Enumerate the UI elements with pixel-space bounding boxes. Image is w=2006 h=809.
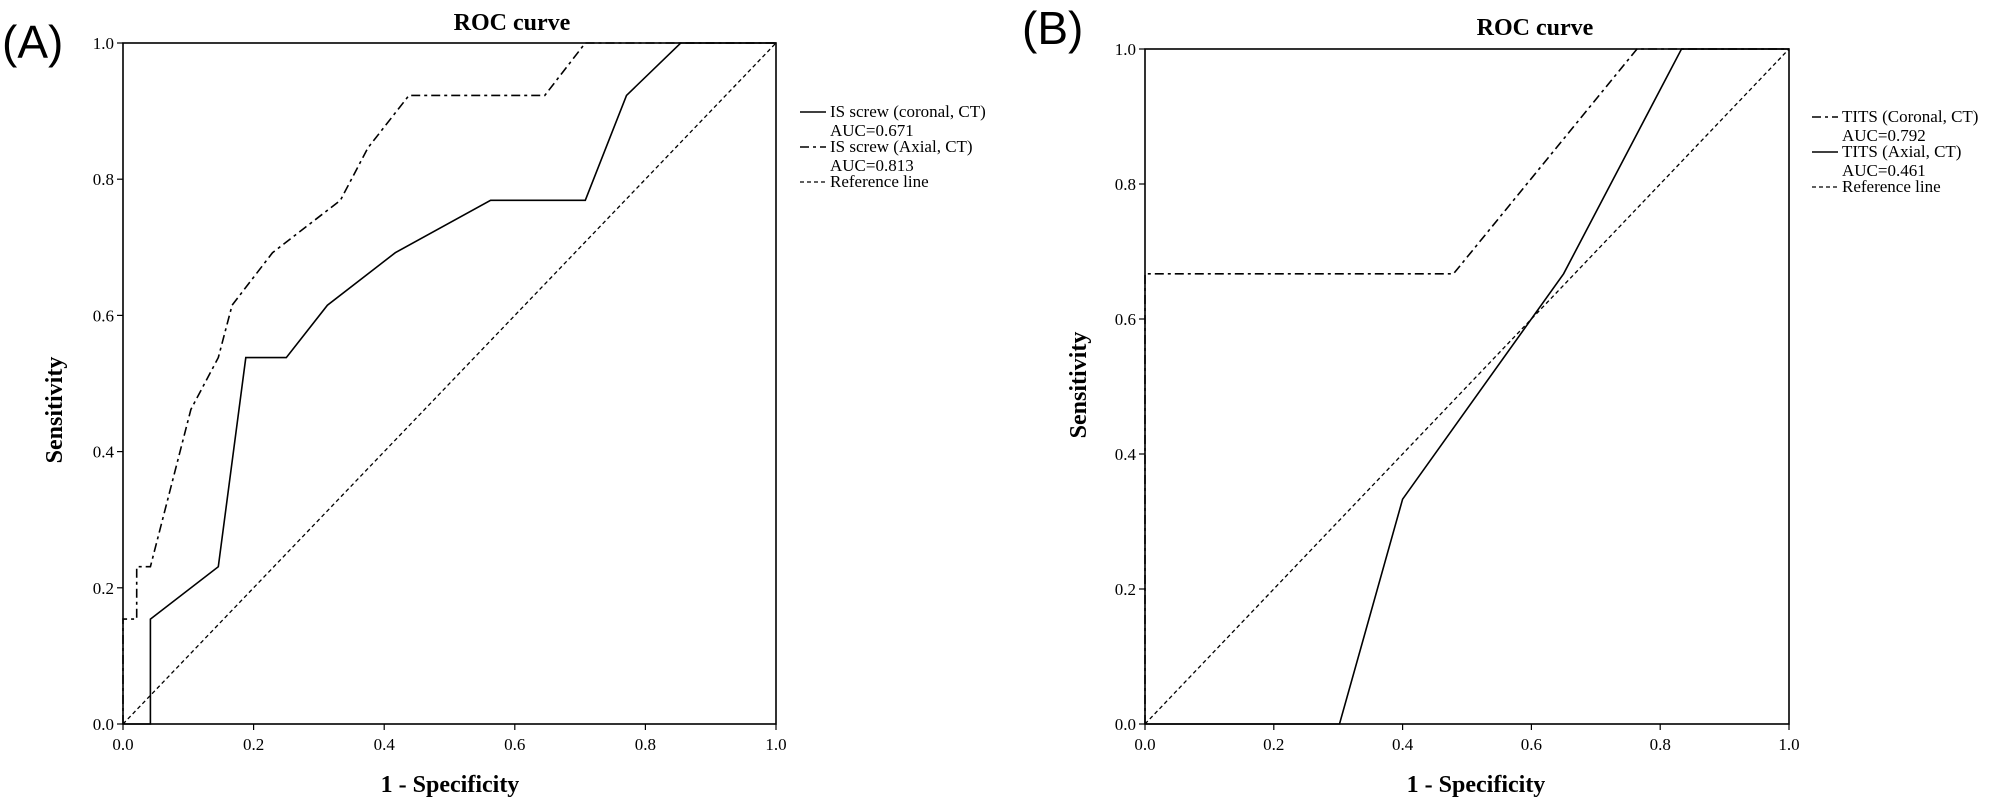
panel-b-y-tick-label: 0.6 xyxy=(1115,310,1136,329)
panel-a-legend-label: IS screw (Axial, CT) xyxy=(830,137,973,156)
panel-a-x-tick-label: 0.4 xyxy=(374,735,396,754)
panel-a-title: ROC curve xyxy=(454,10,571,36)
panel-a-x-tick-label: 0.8 xyxy=(635,735,656,754)
panel-b-y-tick-label: 1.0 xyxy=(1115,40,1136,59)
panel-a-y-ticks: 0.0 0.2 0.4 0.6 0.8 1.0 xyxy=(93,34,123,734)
panel-b-series-line xyxy=(1145,48,1789,725)
panel-b-label: (B) xyxy=(1022,2,1083,54)
panel-a-legend-label: Reference line xyxy=(830,172,929,191)
panel-b-x-tick-label: 0.2 xyxy=(1263,735,1284,754)
panel-a-y-tick-label: 0.6 xyxy=(93,306,114,325)
panel-a-y-tick-label: 0.8 xyxy=(93,170,114,189)
panel-a-legend-label: IS screw (coronal, CT) xyxy=(830,102,986,121)
panel-b-series xyxy=(1144,48,1790,725)
panel-b-plot-frame xyxy=(1144,48,1790,725)
panel-a-x-tick-label: 1.0 xyxy=(765,735,786,754)
panel-b-legend-label: TITS (Axial, CT) xyxy=(1842,142,1961,161)
panel-a-y-tick-label: 1.0 xyxy=(93,34,114,53)
panel-a-y-axis-title: Sensitivity xyxy=(42,357,68,464)
panel-a-series-line xyxy=(123,42,776,725)
panel-a-x-axis-title: 1 - Specificity xyxy=(381,772,520,798)
panel-b-y-tick-label: 0.2 xyxy=(1115,580,1136,599)
panel-a: (A) ROC curve 1 - Specificity Sensitivit… xyxy=(2,10,986,798)
panel-b-legend-label: Reference line xyxy=(1842,177,1941,196)
panel-a-y-tick-label: 0.0 xyxy=(93,715,114,734)
panel-b-legend-auc: AUC=0.792 xyxy=(1842,126,1926,145)
panel-b-y-axis-title: Sensitivity xyxy=(1066,332,1092,439)
panel-a-x-ticks: 0.0 0.2 0.4 0.6 0.8 1.0 xyxy=(112,724,787,754)
panel-b-x-tick-label: 0.4 xyxy=(1392,735,1414,754)
panel-a-series-line xyxy=(122,42,776,724)
panel-a-y-tick-label: 0.2 xyxy=(93,579,114,598)
panel-a-label: (A) xyxy=(2,16,63,68)
panel-b-x-tick-label: 0.8 xyxy=(1650,735,1671,754)
panel-b-y-tick-label: 0.4 xyxy=(1115,445,1137,464)
panel-b: (B) ROC curve 1 - Specificity Sensitivit… xyxy=(1022,2,1978,798)
panel-a-plot-frame xyxy=(122,42,777,725)
panel-b-y-ticks: 0.0 0.2 0.4 0.6 0.8 1.0 xyxy=(1115,40,1145,734)
panel-a-x-tick-label: 0.0 xyxy=(112,735,133,754)
panel-b-y-tick-label: 0.8 xyxy=(1115,175,1136,194)
panel-a-x-tick-label: 0.2 xyxy=(243,735,264,754)
panel-a-series xyxy=(122,42,777,725)
panel-b-series-line xyxy=(1144,48,1789,724)
panel-b-legend-label: TITS (Coronal, CT) xyxy=(1842,107,1978,126)
panel-b-x-tick-label: 0.6 xyxy=(1521,735,1542,754)
panel-a-x-tick-label: 0.6 xyxy=(504,735,525,754)
panel-a-legend-auc: AUC=0.671 xyxy=(830,121,914,140)
panel-b-x-tick-label: 0.0 xyxy=(1134,735,1155,754)
panel-b-x-axis-title: 1 - Specificity xyxy=(1407,772,1546,798)
panel-b-x-ticks: 0.0 0.2 0.4 0.6 0.8 1.0 xyxy=(1134,724,1800,754)
panel-b-y-tick-label: 0.0 xyxy=(1115,715,1136,734)
panel-b-x-tick-label: 1.0 xyxy=(1778,735,1799,754)
panel-a-series-line xyxy=(122,42,777,725)
panel-b-title: ROC curve xyxy=(1477,15,1594,41)
panel-a-legend-auc: AUC=0.813 xyxy=(830,156,914,175)
panel-b-legend-auc: AUC=0.461 xyxy=(1842,161,1926,180)
panel-a-y-tick-label: 0.4 xyxy=(93,443,115,462)
panel-b-series-line xyxy=(1144,48,1790,725)
